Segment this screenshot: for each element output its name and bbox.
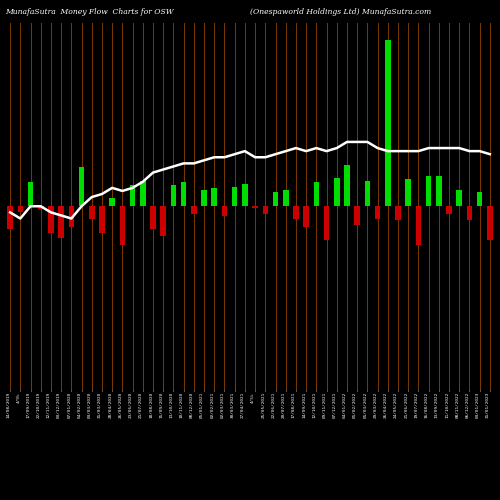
- Bar: [304, 206, 309, 227]
- Bar: [160, 206, 166, 236]
- Bar: [202, 190, 207, 206]
- Bar: [395, 206, 401, 220]
- Bar: [222, 206, 228, 216]
- Bar: [191, 206, 196, 214]
- Bar: [140, 181, 145, 206]
- Bar: [426, 176, 432, 206]
- Bar: [293, 206, 298, 218]
- Bar: [252, 206, 258, 208]
- Bar: [58, 206, 64, 238]
- Bar: [28, 182, 34, 206]
- Bar: [344, 164, 350, 206]
- Bar: [242, 184, 248, 206]
- Bar: [446, 206, 452, 214]
- Bar: [38, 206, 44, 209]
- Bar: [456, 190, 462, 206]
- Bar: [283, 190, 288, 206]
- Bar: [170, 185, 176, 206]
- Bar: [99, 206, 105, 234]
- Bar: [79, 167, 84, 206]
- Bar: [487, 206, 492, 240]
- Bar: [8, 206, 13, 229]
- Bar: [272, 192, 278, 206]
- Bar: [262, 206, 268, 214]
- Bar: [232, 186, 237, 206]
- Bar: [150, 206, 156, 229]
- Bar: [181, 182, 186, 206]
- Bar: [18, 206, 23, 212]
- Bar: [68, 206, 74, 227]
- Bar: [406, 179, 411, 206]
- Text: MunafaSutra  Money Flow  Charts for OSW: MunafaSutra Money Flow Charts for OSW: [5, 8, 173, 16]
- Bar: [314, 182, 319, 206]
- Bar: [416, 206, 421, 244]
- Bar: [212, 188, 217, 206]
- Bar: [385, 40, 390, 206]
- Bar: [364, 181, 370, 206]
- Bar: [130, 185, 136, 206]
- Bar: [477, 192, 482, 206]
- Bar: [324, 206, 330, 240]
- Bar: [436, 176, 442, 206]
- Bar: [120, 206, 125, 244]
- Text: (Onespaworld Holdings Ltd) MunafaSutra.com: (Onespaworld Holdings Ltd) MunafaSutra.c…: [250, 8, 431, 16]
- Bar: [375, 206, 380, 218]
- Bar: [110, 198, 115, 206]
- Bar: [89, 206, 94, 218]
- Bar: [334, 178, 340, 206]
- Bar: [354, 206, 360, 225]
- Bar: [466, 206, 472, 220]
- Bar: [48, 206, 54, 234]
